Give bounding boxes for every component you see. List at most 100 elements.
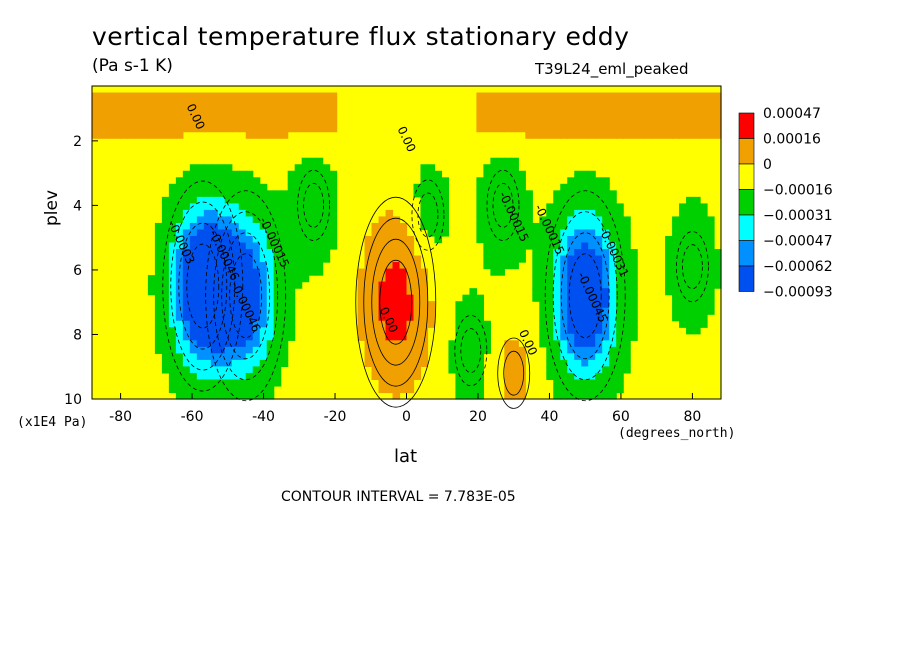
field-cell xyxy=(161,125,170,133)
field-cell xyxy=(189,268,198,276)
field-cell xyxy=(609,196,617,204)
field-cell xyxy=(420,314,429,322)
field-cell xyxy=(238,320,247,328)
field-cell xyxy=(714,262,722,270)
field-cell xyxy=(483,118,491,126)
field-cell xyxy=(315,190,324,198)
field-cell xyxy=(686,105,694,113)
field-cell xyxy=(539,294,547,302)
field-cell xyxy=(714,249,722,257)
field-cell xyxy=(308,99,317,107)
field-cell xyxy=(203,177,212,185)
field-cell xyxy=(322,242,331,250)
field-cell xyxy=(252,262,261,270)
field-cell xyxy=(133,125,142,133)
field-cell xyxy=(245,385,254,394)
field-cell xyxy=(490,164,498,172)
field-cell xyxy=(203,294,212,302)
field-cell xyxy=(420,190,429,198)
field-cell xyxy=(266,118,275,126)
field-cell xyxy=(357,275,366,283)
field-cell xyxy=(623,327,631,335)
field-cell xyxy=(273,235,282,244)
x-axis: -80 -60 -40 -20 0 20 40 60 80 xyxy=(109,393,701,425)
field-cell xyxy=(469,288,477,296)
field-cell xyxy=(308,105,317,113)
field-cell xyxy=(511,190,519,198)
field-cell xyxy=(203,209,212,218)
field-cell xyxy=(637,125,645,133)
field-cell xyxy=(637,105,645,113)
field-cell xyxy=(469,379,477,387)
field-cell xyxy=(231,314,240,322)
field-cell xyxy=(581,92,589,100)
field-cell xyxy=(539,105,547,113)
field-cell xyxy=(574,346,582,354)
field-cell xyxy=(371,262,380,270)
field-cell xyxy=(546,249,554,257)
field-cell xyxy=(504,203,512,211)
field-cell xyxy=(266,288,275,296)
field-cell xyxy=(196,301,205,309)
field-cell xyxy=(518,190,526,198)
field-cell xyxy=(644,125,652,133)
field-cell xyxy=(518,379,526,387)
field-cell xyxy=(210,249,219,257)
field-cell xyxy=(231,268,240,276)
field-cell xyxy=(469,366,477,374)
field-cell xyxy=(504,112,512,120)
field-cell xyxy=(182,359,191,367)
field-cell xyxy=(231,385,240,394)
field-cell xyxy=(434,222,443,231)
field-cell xyxy=(497,242,505,250)
field-cell xyxy=(203,275,212,283)
field-cell xyxy=(245,105,254,113)
field-cell xyxy=(280,125,289,133)
field-cell xyxy=(231,288,240,296)
field-cell xyxy=(546,131,554,139)
field-cell xyxy=(441,222,450,231)
field-cell xyxy=(490,209,498,218)
field-cell xyxy=(224,281,233,289)
field-cell xyxy=(504,385,512,394)
field-cell xyxy=(231,235,240,244)
field-cell xyxy=(371,353,380,361)
field-cell xyxy=(238,372,247,381)
field-cell xyxy=(490,196,498,204)
field-cell xyxy=(483,177,491,185)
field-cell xyxy=(266,112,275,120)
field-cell xyxy=(595,196,603,204)
field-cell xyxy=(308,164,317,172)
field-cell xyxy=(273,262,282,270)
field-cell xyxy=(112,99,121,107)
field-cell xyxy=(301,268,310,276)
field-cell xyxy=(182,392,191,400)
field-cell xyxy=(469,327,477,335)
field-cell xyxy=(588,327,596,335)
field-cell xyxy=(609,327,617,335)
field-cell xyxy=(511,372,519,381)
field-cell xyxy=(273,275,282,283)
contour-line xyxy=(682,244,703,290)
field-cell xyxy=(518,92,526,100)
field-cell xyxy=(567,92,575,100)
field-cell xyxy=(560,196,568,204)
field-cell xyxy=(301,177,310,185)
field-cell xyxy=(609,366,617,374)
field-cell xyxy=(203,203,212,211)
field-cell xyxy=(511,262,519,270)
field-cell xyxy=(539,112,547,120)
field-cell xyxy=(700,125,708,133)
field-cell xyxy=(595,385,603,394)
field-cell xyxy=(665,118,673,126)
field-cell xyxy=(259,249,268,257)
field-cell xyxy=(518,183,526,191)
field-cell xyxy=(168,385,177,394)
field-cell xyxy=(301,249,310,257)
field-cell xyxy=(581,216,589,224)
field-cell xyxy=(504,105,512,113)
field-cell xyxy=(210,92,219,100)
field-cell xyxy=(693,307,701,315)
field-cell xyxy=(364,333,373,341)
legend-swatch xyxy=(738,138,755,165)
